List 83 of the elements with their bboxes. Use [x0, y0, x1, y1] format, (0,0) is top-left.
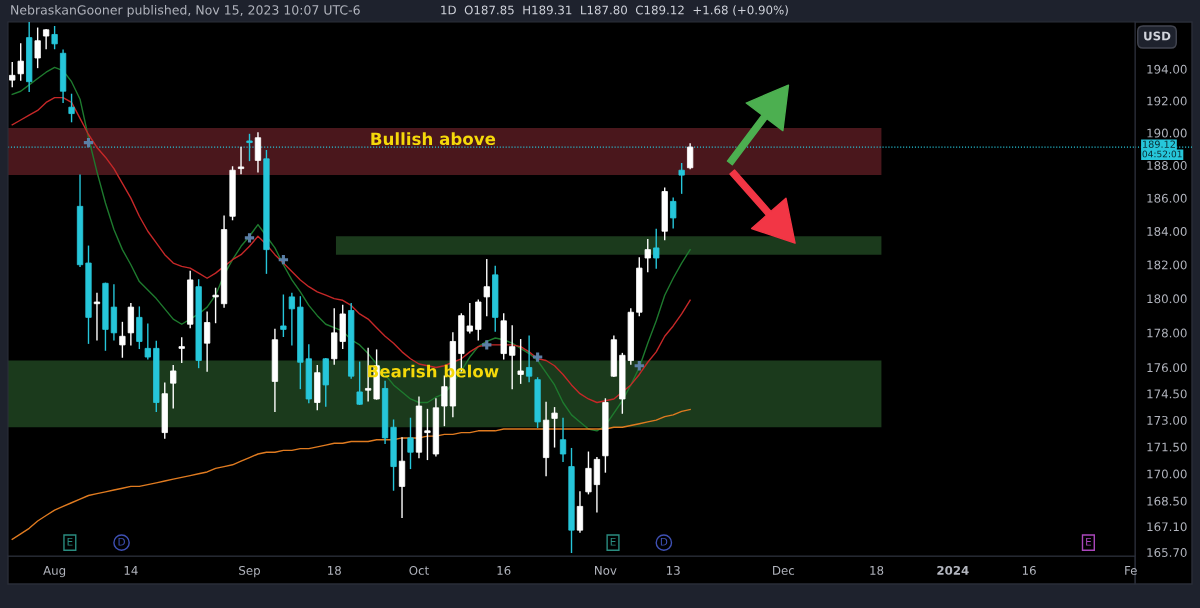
candlestick: [237, 146, 245, 175]
y-tick-label: 194.00: [1147, 64, 1187, 74]
candlestick: [407, 417, 414, 470]
y-tick-label: 167.10: [1147, 522, 1187, 532]
candlestick: [170, 365, 177, 409]
text: 04:52:01: [1142, 150, 1182, 158]
y-tick-label: 168.50: [1147, 496, 1187, 506]
annotation: D: [660, 537, 668, 546]
x-tick-label: Aug: [43, 566, 66, 578]
x-tick-label: 18: [870, 565, 884, 575]
y-tick-label: 165.70: [1147, 548, 1187, 557]
chart-subtitle: 1D O187.85 H189.31 L187.80 C189.12 +1.68 (+0.90%): [441, 5, 788, 16]
candlestick: [119, 321, 126, 358]
candlestick: [51, 25, 58, 50]
point: [482, 340, 492, 350]
y-tick-label: 186.00: [1147, 193, 1187, 203]
x-tick-label: Oct: [409, 565, 429, 575]
y-tick-label: 174.50: [1147, 389, 1187, 399]
y-tick-label: 180.00: [1147, 294, 1187, 304]
x-tick-label: 14: [124, 566, 138, 575]
y-tick-label: 176.00: [1147, 363, 1187, 373]
x-tick-label: Fe: [1125, 566, 1137, 575]
point: [278, 255, 289, 265]
candlestick: [670, 197, 677, 229]
line-series: [11, 66, 691, 432]
y-tick-label: 178.00: [1147, 328, 1187, 338]
y-tick-label: 171.50: [1147, 442, 1187, 452]
annotation: E: [610, 537, 616, 546]
annotation: E: [67, 537, 73, 546]
candlestick: [526, 335, 533, 383]
x-tick-label: 18: [328, 565, 341, 575]
annotation: D: [118, 537, 125, 546]
x-tick-label: Dec: [773, 566, 795, 575]
candlestick: [687, 143, 694, 170]
line-series: [11, 96, 691, 404]
candlestick: [254, 132, 262, 173]
candlestick: [93, 292, 101, 341]
y-tick-label: 188.00: [1147, 161, 1187, 170]
candlestick: [559, 417, 567, 462]
y-tick-label: 192.00: [1147, 96, 1187, 106]
candlestick: [585, 451, 592, 495]
candlestick: [17, 43, 24, 81]
candlestick: [43, 29, 50, 50]
y-tick-label: 184.00: [1147, 226, 1187, 236]
annotation: E: [1086, 537, 1092, 546]
candlestick: [483, 258, 490, 317]
candlestick: [280, 294, 287, 337]
y-tick-label: 170.00: [1147, 469, 1187, 479]
candlestick: [678, 162, 685, 194]
y-tick-label: 182.00: [1147, 260, 1187, 270]
y-axis-title: USD: [1144, 31, 1171, 41]
chart-title: NebraskanGooner published, Nov 15, 2023 10:07 UTC-6: [11, 4, 360, 18]
candlestick: [34, 27, 41, 69]
candlestick: [653, 228, 660, 269]
y-tick-label: 173.00: [1147, 415, 1187, 425]
x-tick-label: 2024: [937, 565, 969, 575]
point: [532, 352, 543, 362]
band-label: Bullish above: [371, 132, 496, 146]
candlestick: [204, 311, 211, 372]
candlestick: [178, 337, 185, 363]
candlestick: [551, 407, 558, 448]
candlestick: [212, 287, 219, 324]
y-tick-label: 190.00: [1147, 128, 1187, 138]
candlestick: [517, 339, 524, 384]
x-tick-label: 13: [666, 565, 680, 575]
candlestick: [246, 133, 253, 162]
candlestick: [288, 292, 295, 346]
x-tick-label: 16: [497, 565, 511, 575]
candlestick: [356, 361, 363, 405]
point: [634, 361, 644, 371]
x-tick-label: Nov: [595, 566, 617, 575]
candlestick: [644, 238, 651, 273]
point: [244, 233, 255, 243]
candlestick: [144, 323, 151, 360]
candlestick: [424, 408, 431, 461]
ref-line-label: 189.12: [1143, 140, 1175, 148]
candlestick: [576, 491, 584, 533]
point: [83, 137, 94, 148]
candlestick: [68, 93, 75, 123]
x-tick-label: Sep: [239, 565, 260, 578]
candlestick: [9, 62, 16, 88]
x-tick-label: 16: [1022, 565, 1036, 575]
candlestick: [509, 325, 516, 390]
